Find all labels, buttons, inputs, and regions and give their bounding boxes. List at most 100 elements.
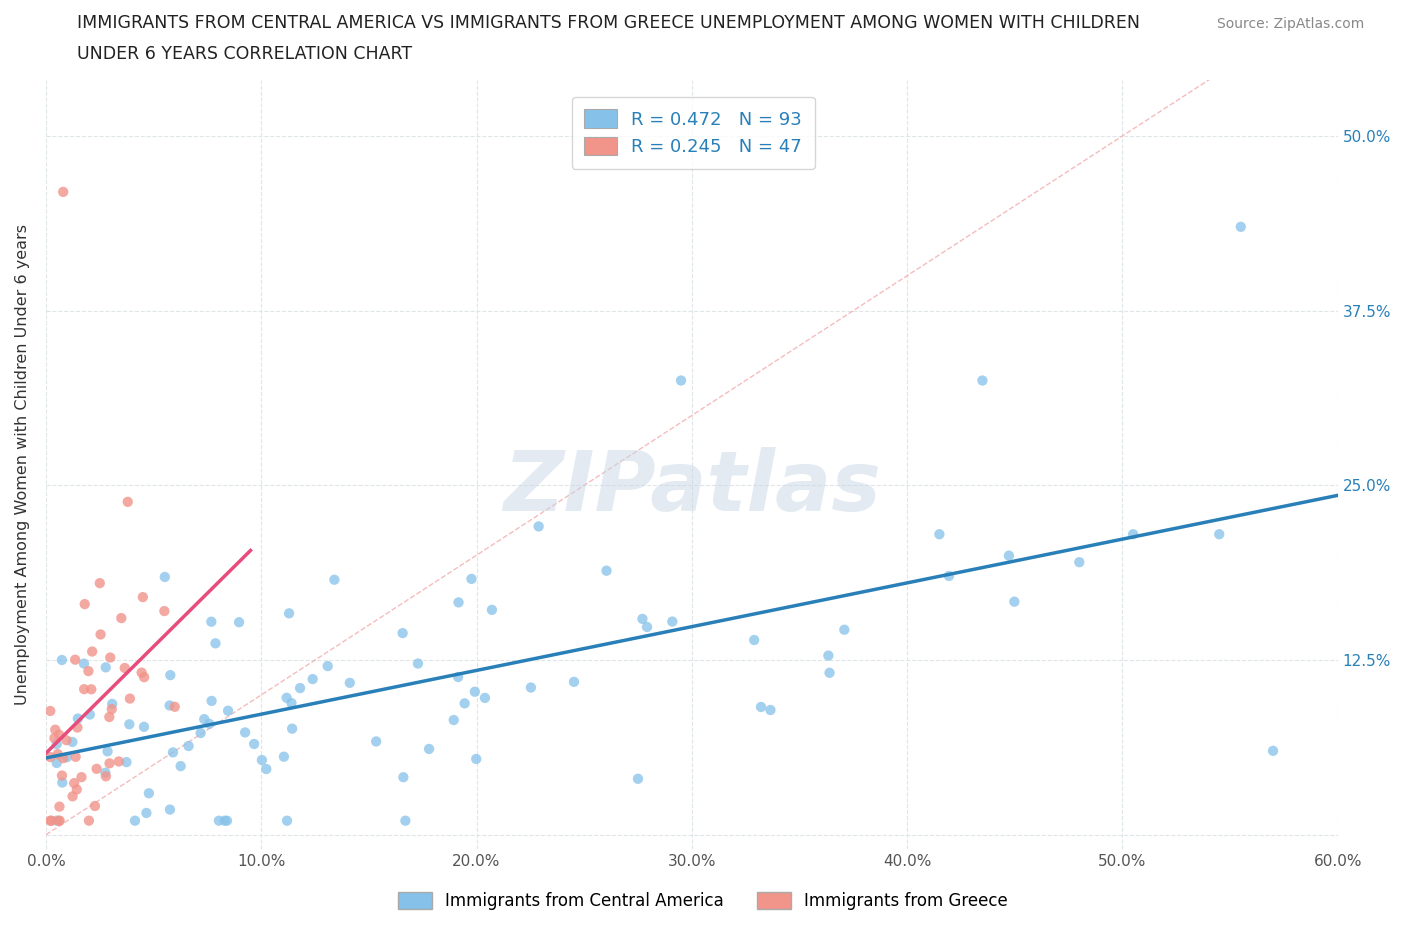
Point [66, 711, 89, 726]
Point [39, 750, 62, 764]
Point [94, 660, 117, 675]
Point [39, 703, 62, 718]
Point [55, 733, 77, 748]
Point [114, 660, 136, 675]
Point [392, 770, 415, 785]
Point [198, 716, 221, 731]
Point [118, 691, 141, 706]
Point [627, 771, 650, 786]
Point [749, 699, 772, 714]
Point [48, 727, 70, 742]
Point [281, 722, 304, 737]
Point [101, 697, 124, 711]
Point [464, 684, 486, 699]
Point [818, 665, 841, 680]
Point [418, 741, 440, 756]
Point [366, 734, 388, 749]
Legend: R = 0.472   N = 93, R = 0.245   N = 47: R = 0.472 N = 93, R = 0.245 N = 47 [572, 97, 814, 169]
Point [132, 590, 155, 604]
Point [636, 619, 658, 634]
Point [204, 636, 226, 651]
Point [138, 786, 160, 801]
Point [228, 615, 250, 630]
Point [135, 805, 157, 820]
Point [288, 681, 311, 696]
Point [134, 670, 156, 684]
Point [100, 701, 122, 716]
Point [153, 569, 176, 584]
Point [562, 674, 585, 689]
Point [190, 725, 212, 740]
Point [66, 720, 89, 735]
Point [98, 650, 121, 665]
Point [254, 762, 277, 777]
Point [661, 614, 683, 629]
Point [63, 652, 86, 667]
Point [82, 644, 104, 659]
Point [323, 572, 346, 587]
Point [273, 750, 295, 764]
Point [177, 738, 200, 753]
Point [45, 737, 67, 751]
Point [1069, 554, 1091, 569]
Point [45, 813, 67, 828]
Text: UNDER 6 YEARS CORRELATION CHART: UNDER 6 YEARS CORRELATION CHART [77, 45, 412, 62]
Point [474, 690, 496, 705]
Point [243, 737, 266, 751]
Point [118, 717, 141, 732]
Point [66, 782, 89, 797]
Point [669, 373, 692, 388]
Point [631, 611, 654, 626]
Point [159, 802, 181, 817]
Point [1261, 743, 1284, 758]
Point [742, 632, 765, 647]
Point [86, 762, 108, 777]
Point [972, 373, 994, 388]
Point [169, 759, 191, 774]
Point [214, 813, 236, 828]
Point [45, 755, 67, 770]
Point [65, 750, 87, 764]
Point [115, 754, 138, 769]
Point [447, 595, 470, 610]
Point [39, 813, 62, 828]
Point [70, 770, 93, 785]
Point [595, 564, 617, 578]
Point [215, 813, 238, 828]
Point [46, 747, 69, 762]
Point [1002, 594, 1025, 609]
Point [998, 548, 1021, 563]
Point [233, 725, 256, 740]
Point [48, 813, 70, 828]
Point [52, 751, 75, 765]
Point [94, 765, 117, 780]
Point [527, 519, 550, 534]
Text: ZIPatlas: ZIPatlas [503, 447, 880, 528]
Point [208, 813, 231, 828]
Point [110, 611, 132, 626]
Point [278, 606, 301, 621]
Point [391, 626, 413, 641]
Point [453, 696, 475, 711]
Text: IMMIGRANTS FROM CENTRAL AMERICA VS IMMIGRANTS FROM GREECE UNEMPLOYMENT AMONG WOM: IMMIGRANTS FROM CENTRAL AMERICA VS IMMIG… [77, 14, 1140, 32]
Point [73, 657, 96, 671]
Point [301, 671, 323, 686]
Point [280, 696, 302, 711]
Point [1208, 526, 1230, 541]
Point [73, 682, 96, 697]
Point [406, 656, 429, 671]
Point [834, 622, 856, 637]
Point [132, 720, 155, 735]
Point [316, 658, 339, 673]
Point [44, 723, 66, 737]
Point [200, 694, 222, 709]
Point [217, 703, 239, 718]
Point [44, 731, 66, 746]
Point [193, 711, 215, 726]
Point [250, 752, 273, 767]
Point [276, 813, 298, 828]
Point [447, 670, 470, 684]
Point [276, 690, 298, 705]
Point [80, 682, 103, 697]
Point [817, 648, 839, 663]
